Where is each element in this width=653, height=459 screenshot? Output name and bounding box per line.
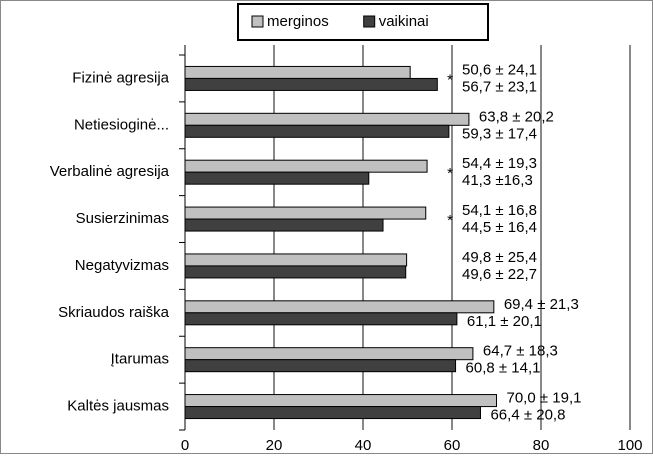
bar	[184, 171, 370, 185]
x-tick-label: 20	[266, 437, 283, 454]
value-label: 44,5 ± 16,4	[462, 219, 537, 236]
x-tick-label: 60	[444, 437, 461, 454]
bar	[184, 124, 450, 138]
significance-mark: *	[447, 165, 453, 182]
value-label: 59,3 ± 17,4	[462, 125, 537, 142]
legend-swatch	[251, 15, 264, 28]
significance-mark: *	[447, 71, 453, 88]
bar	[184, 112, 470, 126]
x-tick-label: 40	[355, 437, 372, 454]
value-label: 60,8 ± 14,1	[466, 360, 541, 377]
value-label: 66,4 ± 20,8	[490, 407, 565, 424]
bar	[184, 265, 407, 279]
bar	[184, 206, 427, 220]
value-label: 50,6 ± 24,1	[462, 61, 537, 78]
value-label: 49,6 ± 22,7	[462, 266, 537, 283]
x-tick-label: 80	[533, 437, 550, 454]
bar	[184, 359, 457, 373]
y-tick-label: Susierzinimas	[76, 210, 169, 227]
bar	[184, 65, 411, 79]
value-label: 70,0 ± 19,1	[507, 390, 582, 407]
bar	[184, 253, 408, 267]
value-label: 56,7 ± 23,1	[462, 78, 537, 95]
bar	[184, 406, 481, 420]
value-label: 61,1 ± 20,1	[467, 313, 542, 330]
y-tick-label: Negatyvizmas	[75, 257, 169, 274]
value-label: 64,7 ± 18,3	[483, 343, 558, 360]
significance-mark: *	[447, 212, 453, 229]
y-tick-label: Netiesioginė...	[74, 116, 169, 133]
value-label: 41,3 ±16,3	[462, 172, 533, 189]
y-tick-label: Fizinė agresija	[72, 69, 169, 86]
y-tick-label: Kaltės jausmas	[67, 398, 169, 415]
value-label: 54,1 ± 16,8	[462, 202, 537, 219]
legend-label: vaikinai	[379, 13, 429, 30]
x-tick-label: 0	[181, 437, 189, 454]
bar	[184, 159, 428, 173]
legend-label: merginos	[267, 13, 329, 30]
bar	[184, 300, 495, 314]
value-label: 63,8 ± 20,2	[479, 108, 554, 125]
y-tick-label: Skriaudos raiška	[58, 304, 170, 321]
bar	[184, 77, 438, 91]
y-tick-label: Įtarumas	[111, 351, 169, 368]
legend-swatch	[363, 15, 376, 28]
bar	[184, 347, 474, 361]
bar	[184, 312, 458, 326]
value-label: 49,8 ± 25,4	[462, 249, 537, 266]
value-label: 54,4 ± 19,3	[462, 155, 537, 172]
x-tick-label: 100	[617, 437, 642, 454]
bar	[184, 218, 384, 232]
y-tick-label: Verbalinė agresija	[50, 163, 170, 180]
bar	[184, 394, 497, 408]
legend-box	[237, 3, 489, 41]
value-label: 69,4 ± 21,3	[504, 296, 579, 313]
